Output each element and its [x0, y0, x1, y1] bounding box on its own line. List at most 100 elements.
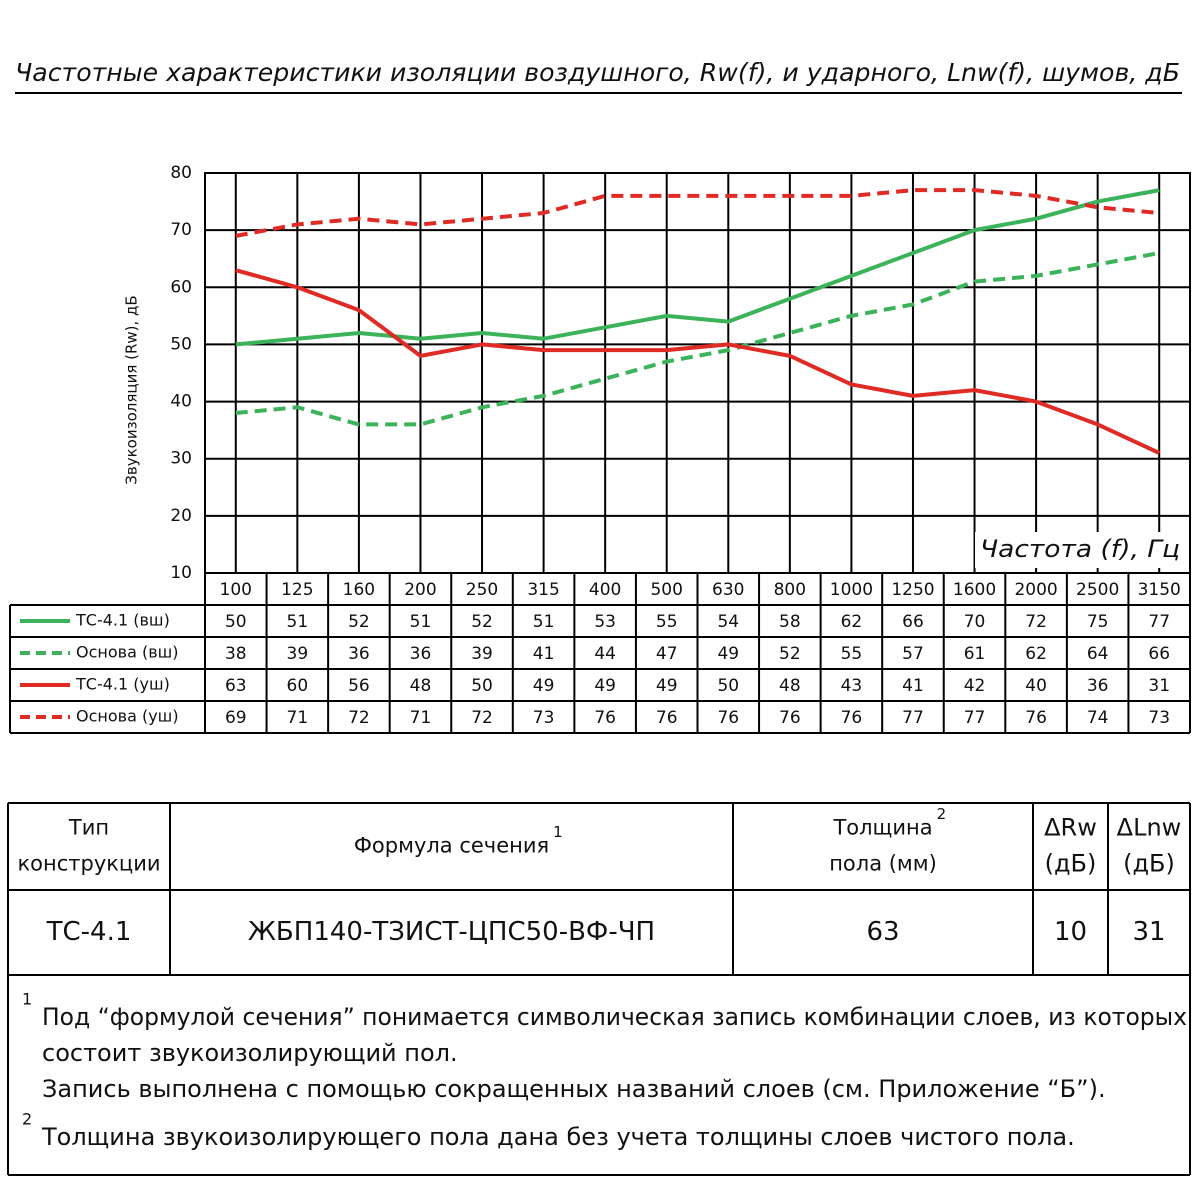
x-tick-label: 2000	[1014, 580, 1057, 600]
data-label: 50	[225, 612, 247, 632]
data-label: 52	[779, 644, 801, 664]
data-label: 41	[902, 676, 924, 696]
data-label: 50	[717, 676, 739, 696]
y-tick-label: 60	[170, 277, 192, 297]
data-label: 76	[1025, 708, 1047, 728]
data-label: 71	[287, 708, 309, 728]
x-tick-label: 100	[220, 580, 252, 600]
footnote-text: состоит звукоизолирующий пол.	[42, 1039, 458, 1067]
y-tick-label: 30	[170, 449, 192, 469]
table-header: Толщина	[832, 816, 932, 840]
y-tick-label: 70	[170, 220, 192, 240]
series-line	[235, 188, 1160, 347]
data-label: 66	[902, 612, 924, 632]
table-header: Тип	[68, 816, 109, 840]
data-label: 55	[841, 644, 863, 664]
data-label: 42	[964, 676, 986, 696]
data-label: 38	[225, 644, 247, 664]
data-label: 57	[902, 644, 924, 664]
data-label: 41	[533, 644, 555, 664]
table-header: конструкции	[17, 852, 160, 876]
data-label: 55	[656, 612, 678, 632]
table-header: (дБ)	[1123, 850, 1175, 878]
x-tick-label: 500	[650, 580, 682, 600]
table-header: ΔRw	[1044, 814, 1097, 842]
x-tick-label: 125	[281, 580, 313, 600]
footnote-ref: 1	[553, 823, 563, 841]
data-label: 36	[348, 644, 370, 664]
data-label: 51	[410, 612, 432, 632]
data-label: 73	[533, 708, 555, 728]
data-label: 56	[348, 676, 370, 696]
data-label: 63	[225, 676, 247, 696]
data-label: 72	[1025, 612, 1047, 632]
legend-label: ТС-4.1 (уш)	[75, 675, 170, 694]
data-label: 76	[656, 708, 678, 728]
x-tick-label: 200	[404, 580, 436, 600]
table-header: Формула сечения	[354, 834, 549, 858]
data-label: 40	[1025, 676, 1047, 696]
table-cell: ЖБП140-ТЗИСТ-ЦПС50-ВФ-ЧП	[248, 917, 655, 947]
data-label: 39	[287, 644, 309, 664]
data-label: 77	[1148, 612, 1170, 632]
data-label: 36	[410, 644, 432, 664]
footnote-text: Под “формулой сечения” понимается символ…	[42, 1003, 1187, 1031]
data-label: 49	[717, 644, 739, 664]
data-label: 51	[287, 612, 309, 632]
data-label: 62	[841, 612, 863, 632]
legend-label: ТС-4.1 (вш)	[75, 611, 170, 630]
x-tick-label: 1000	[830, 580, 873, 600]
data-label: 54	[717, 612, 739, 632]
data-label: 77	[964, 708, 986, 728]
data-label: 70	[964, 612, 986, 632]
table-cell: 10	[1054, 917, 1087, 947]
data-label: 77	[902, 708, 924, 728]
table-header: (дБ)	[1045, 850, 1097, 878]
data-label: 61	[964, 644, 986, 664]
x-axis-label: Частота (f), Гц	[980, 535, 1180, 563]
series-line	[235, 268, 1161, 455]
data-label: 60	[287, 676, 309, 696]
footnote-mark: 2	[22, 1110, 32, 1129]
x-label-bg	[975, 532, 1189, 568]
plot-frame	[204, 172, 1191, 574]
table-cell: 63	[866, 917, 899, 947]
data-label: 58	[779, 612, 801, 632]
data-label: 72	[471, 708, 493, 728]
y-tick-label: 50	[170, 334, 192, 354]
data-label: 52	[348, 612, 370, 632]
footnote-mark: 1	[22, 990, 32, 1009]
data-label: 39	[471, 644, 493, 664]
x-tick-label: 1600	[953, 580, 996, 600]
data-label: 48	[779, 676, 801, 696]
y-tick-label: 10	[170, 563, 192, 583]
data-label: 76	[594, 708, 616, 728]
data-label: 43	[841, 676, 863, 696]
series-line	[235, 251, 1160, 427]
x-tick-label: 3150	[1138, 580, 1181, 600]
data-label: 49	[533, 676, 555, 696]
x-tick-label: 1250	[891, 580, 934, 600]
table-header: пола (мм)	[829, 852, 937, 876]
legend-label: Основа (вш)	[76, 643, 179, 662]
chart-title: Частотные характеристики изоляции воздуш…	[15, 58, 1180, 87]
footnote-text: Запись выполнена с помощью сокращенных н…	[42, 1075, 1106, 1103]
data-label: 75	[1087, 612, 1109, 632]
y-tick-label: 40	[170, 392, 192, 412]
data-label: 66	[1148, 644, 1170, 664]
data-label: 47	[656, 644, 678, 664]
data-label: 49	[594, 676, 616, 696]
data-label: 36	[1087, 676, 1109, 696]
data-label: 53	[594, 612, 616, 632]
data-label: 31	[1148, 676, 1170, 696]
x-tick-label: 630	[712, 580, 744, 600]
x-tick-label: 2500	[1076, 580, 1119, 600]
data-label: 69	[225, 708, 247, 728]
table-cell: 31	[1132, 917, 1165, 947]
table-header: ΔLnw	[1117, 814, 1182, 842]
x-tick-label: 160	[343, 580, 375, 600]
data-label: 49	[656, 676, 678, 696]
data-label: 51	[533, 612, 555, 632]
data-label: 73	[1148, 708, 1170, 728]
